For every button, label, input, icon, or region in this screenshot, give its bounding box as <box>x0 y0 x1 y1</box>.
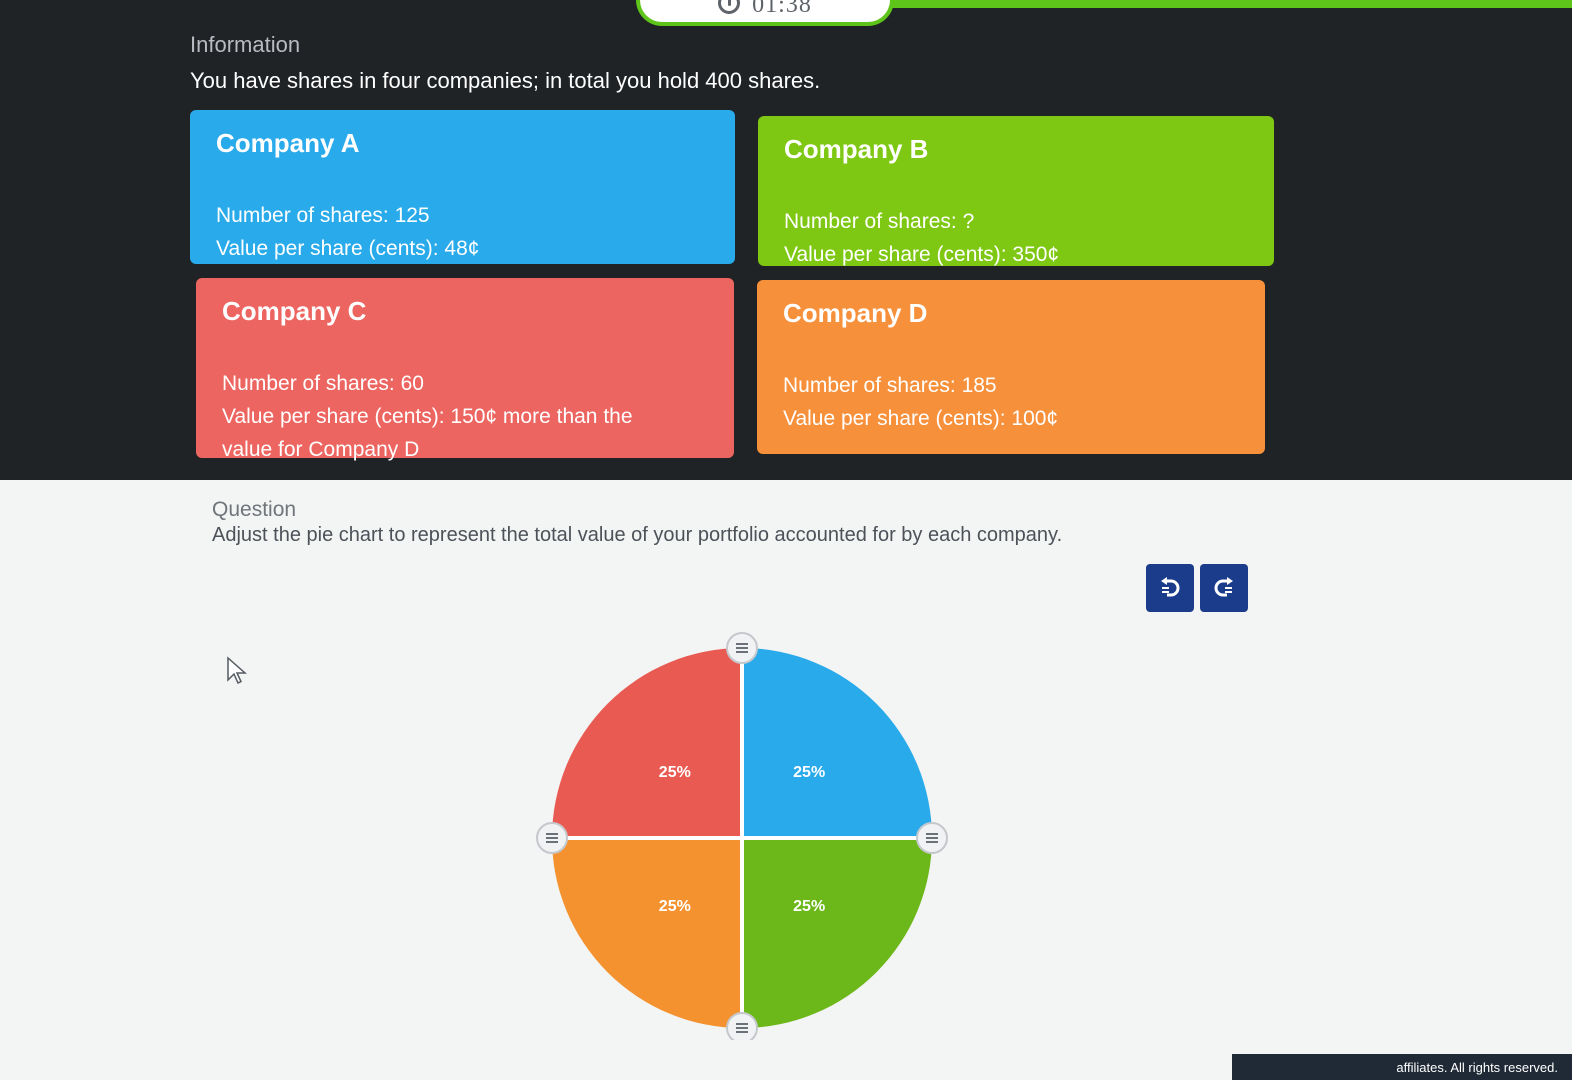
pie-drag-handle[interactable] <box>726 1012 758 1044</box>
pie-drag-handle[interactable] <box>916 822 948 854</box>
redo-button[interactable] <box>1200 564 1248 612</box>
information-heading: Information <box>190 32 301 57</box>
company-d-title: Company D <box>783 298 928 328</box>
company-c-card: Company C Number of shares: 60 Value per… <box>196 278 734 461</box>
company-c-value: Value per share (cents): 150¢ more than … <box>222 405 633 428</box>
clock-icon <box>718 0 741 14</box>
pie-slice-label: 25% <box>793 764 825 781</box>
pie-drag-handle[interactable] <box>726 632 758 664</box>
undo-icon <box>1161 577 1180 597</box>
redo-icon <box>1214 577 1233 597</box>
information-text: You have shares in four companies; in to… <box>190 68 821 93</box>
pie-slice-label: 25% <box>793 898 825 915</box>
pie-chart[interactable]: 25% 25% 25% 25% <box>520 630 960 1044</box>
mouse-cursor-icon <box>227 656 247 685</box>
company-d-card: Company D Number of shares: 185 Value pe… <box>757 280 1265 454</box>
company-b-card: Company B Number of shares: ? Value per … <box>758 116 1274 266</box>
company-a-card: Company A Number of shares: 125 Value pe… <box>190 110 735 264</box>
company-c-shares: Number of shares: 60 <box>222 372 424 395</box>
pie-slice <box>742 838 932 1028</box>
undo-button[interactable] <box>1146 564 1194 612</box>
pie-slice-label: 25% <box>659 898 691 915</box>
progress-bar <box>870 0 1572 8</box>
pie-drag-handle[interactable] <box>536 822 568 854</box>
pie-slice <box>552 648 742 838</box>
footer-text: affiliates. All rights reserved. <box>1396 1059 1558 1075</box>
question-text: Adjust the pie chart to represent the to… <box>212 524 1063 546</box>
company-b-title: Company B <box>784 134 929 164</box>
question-heading: Question <box>212 498 297 521</box>
company-a-shares: Number of shares: 125 <box>216 204 430 227</box>
information-panel: 01:38 Information You have shares in fou… <box>0 0 1572 480</box>
company-c-title: Company C <box>222 296 367 326</box>
company-c-value-cont: value for Company D <box>222 438 420 461</box>
company-b-value: Value per share (cents): 350¢ <box>784 243 1060 266</box>
timer-value: 01:38 <box>752 0 812 18</box>
company-a-value: Value per share (cents): 48¢ <box>216 237 480 260</box>
pie-slice-label: 25% <box>659 764 691 781</box>
company-a-title: Company A <box>216 128 360 158</box>
company-d-value: Value per share (cents): 100¢ <box>783 407 1059 430</box>
company-d-shares: Number of shares: 185 <box>783 374 997 397</box>
pie-slice <box>552 838 742 1028</box>
company-b-shares: Number of shares: ? <box>784 210 975 233</box>
pie-slice <box>742 648 932 838</box>
timer: 01:38 <box>636 0 894 26</box>
pie-chart-svg[interactable]: 25% 25% 25% 25% <box>520 630 960 1044</box>
footer: affiliates. All rights reserved. <box>1232 1054 1572 1080</box>
